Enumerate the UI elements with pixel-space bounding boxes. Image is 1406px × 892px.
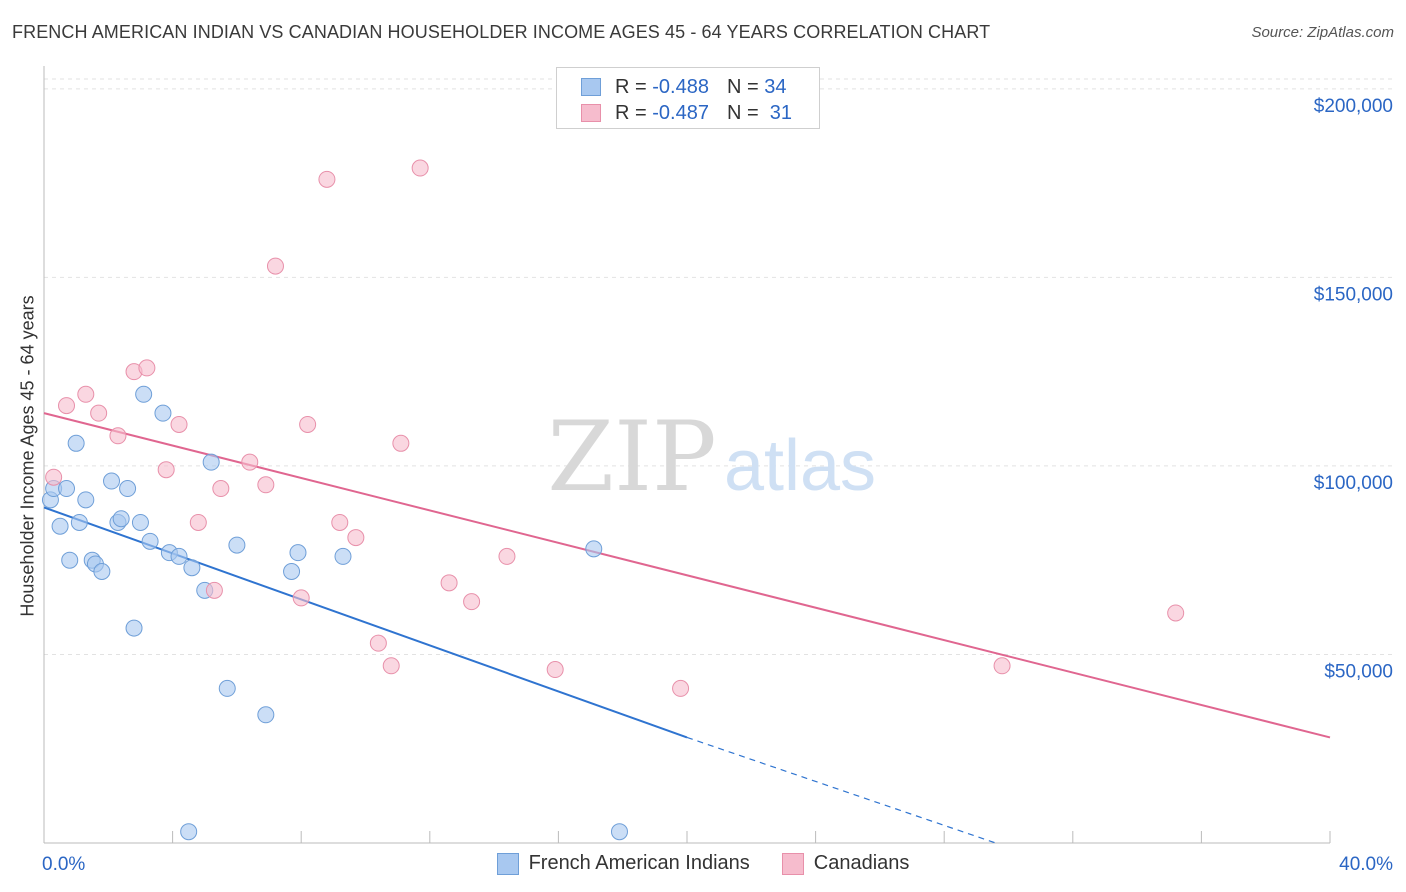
- point-french-american-indian: [103, 472, 121, 490]
- point-french-american-indian: [141, 532, 159, 550]
- point-canadian: [546, 661, 564, 679]
- chart-title: FRENCH AMERICAN INDIAN VS CANADIAN HOUSE…: [12, 22, 991, 42]
- point-french-american-indian: [180, 823, 198, 841]
- legend-r-label: R =: [615, 75, 647, 98]
- point-french-american-indian: [257, 706, 275, 724]
- series-legend: French American Indians Canadians: [0, 852, 1406, 875]
- point-canadian: [440, 574, 458, 592]
- point-canadian: [266, 257, 284, 275]
- point-canadian: [347, 529, 365, 547]
- point-canadian: [212, 480, 230, 498]
- trend-line-extension: [686, 736, 996, 844]
- watermark: ZIP atlas: [547, 401, 876, 513]
- point-canadian: [318, 170, 336, 188]
- point-french-american-indian: [283, 563, 301, 581]
- point-french-american-indian: [334, 547, 352, 565]
- legend-swatch-pink: [581, 104, 601, 122]
- point-french-american-indian: [202, 453, 220, 471]
- legend-r-label: R =: [615, 101, 647, 124]
- point-french-american-indian: [119, 480, 137, 498]
- series-label: Canadians: [813, 852, 910, 874]
- correlation-legend: R = -0.488 N = 34 R = -0.487 N = 31: [556, 67, 820, 129]
- point-canadian: [392, 434, 410, 452]
- legend-swatch-blue: [581, 78, 601, 96]
- trend-line-canadians: [43, 412, 1331, 739]
- point-canadian: [241, 453, 259, 471]
- point-canadian: [1167, 604, 1185, 622]
- point-french-american-indian: [51, 517, 69, 535]
- watermark-zip: ZIP: [547, 401, 716, 513]
- y-tick-label: $200,000: [1314, 96, 1393, 117]
- point-canadian: [77, 385, 95, 403]
- tick-labels: $50,000 $100,000 $150,000 $200,000 0.0% 40.0%: [42, 96, 1393, 875]
- point-french-american-indian: [125, 619, 143, 637]
- point-french-american-indian: [131, 513, 149, 531]
- legend-n-value: 31: [769, 101, 793, 124]
- point-french-american-indian: [61, 551, 79, 569]
- point-canadian: [993, 657, 1011, 675]
- point-canadian: [331, 513, 349, 531]
- series-label: French American Indians: [528, 852, 750, 874]
- point-canadian: [109, 427, 127, 445]
- point-canadian: [411, 159, 429, 177]
- y-tick-label: $50,000: [1324, 661, 1393, 682]
- legend-row-pink: R = -0.487 N = 31: [581, 101, 792, 125]
- series-legend-item-canadians: Canadians: [781, 852, 910, 875]
- point-canadian: [292, 589, 310, 607]
- watermark-atlas: atlas: [724, 426, 876, 506]
- point-canadian: [369, 634, 387, 652]
- axes: [43, 66, 1331, 844]
- x-tick-label: 40.0%: [1339, 854, 1393, 875]
- point-french-american-indian: [67, 434, 85, 452]
- point-french-american-indian: [58, 480, 76, 498]
- point-canadian: [382, 657, 400, 675]
- series-legend-item-french-american-indians: French American Indians: [496, 852, 750, 875]
- legend-row-blue: R = -0.488 N = 34: [581, 75, 786, 99]
- point-french-american-indian: [135, 385, 153, 403]
- y-tick-label: $150,000: [1314, 284, 1393, 305]
- y-tick-label: $100,000: [1314, 473, 1393, 494]
- point-canadian: [299, 415, 317, 433]
- point-canadian: [157, 461, 175, 479]
- point-french-american-indian: [218, 679, 236, 697]
- point-french-american-indian: [77, 491, 95, 509]
- legend-r-value: -0.488: [652, 75, 709, 98]
- legend-n-label: N =: [726, 101, 759, 124]
- point-canadian: [58, 397, 76, 415]
- legend-n-label: N =: [726, 75, 759, 98]
- point-canadian: [138, 359, 156, 377]
- point-french-american-indian: [585, 540, 603, 558]
- point-canadian: [189, 513, 207, 531]
- grid-lines: [44, 78, 1395, 655]
- series-swatch-pink: [781, 852, 804, 875]
- point-french-american-indian: [170, 547, 188, 565]
- legend-r-value: -0.487: [652, 101, 709, 124]
- point-french-american-indian: [70, 513, 88, 531]
- series-swatch-blue: [496, 852, 519, 875]
- point-french-american-indian: [610, 823, 628, 841]
- point-canadian: [205, 581, 223, 599]
- legend-n-value: 34: [764, 75, 787, 98]
- point-french-american-indian: [93, 563, 111, 581]
- point-canadian: [257, 476, 275, 494]
- point-canadian: [90, 404, 108, 422]
- x-tick-label: 0.0%: [42, 854, 85, 875]
- point-french-american-indian: [183, 559, 201, 577]
- point-french-american-indian: [228, 536, 246, 554]
- y-axis-label: Householder Income Ages 45 - 64 years: [17, 295, 38, 617]
- data-points: [41, 159, 1185, 841]
- point-canadian: [672, 679, 690, 697]
- point-french-american-indian: [289, 544, 307, 562]
- point-canadian: [45, 468, 63, 486]
- source-credit: Source: ZipAtlas.com: [1251, 24, 1394, 41]
- point-french-american-indian: [112, 510, 130, 528]
- point-french-american-indian: [154, 404, 172, 422]
- point-canadian: [498, 547, 516, 565]
- point-canadian: [463, 593, 481, 611]
- point-canadian: [170, 415, 188, 433]
